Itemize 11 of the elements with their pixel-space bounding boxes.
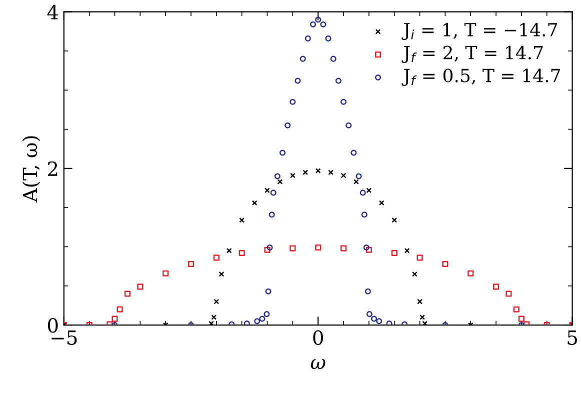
x-tick-label: −5: [52, 330, 77, 345]
x-tick-label: 0: [313, 330, 323, 345]
y-axis-title: A(T, ω): [22, 136, 40, 202]
y-tick-label: 0: [48, 318, 58, 333]
x-tick-label: 5: [568, 330, 577, 345]
legend-label: J$_{f}$ = 2, T = 14.7: [402, 46, 543, 63]
legend-label: J$_{f}$ = 0.5, T = 14.7: [402, 68, 560, 86]
x-axis-title: ω: [310, 358, 326, 370]
y-tick-label: 2: [48, 161, 58, 176]
y-tick-label: 4: [47, 4, 58, 20]
legend-label: J$_{i}$ = 1, T = −14.7: [402, 22, 557, 40]
